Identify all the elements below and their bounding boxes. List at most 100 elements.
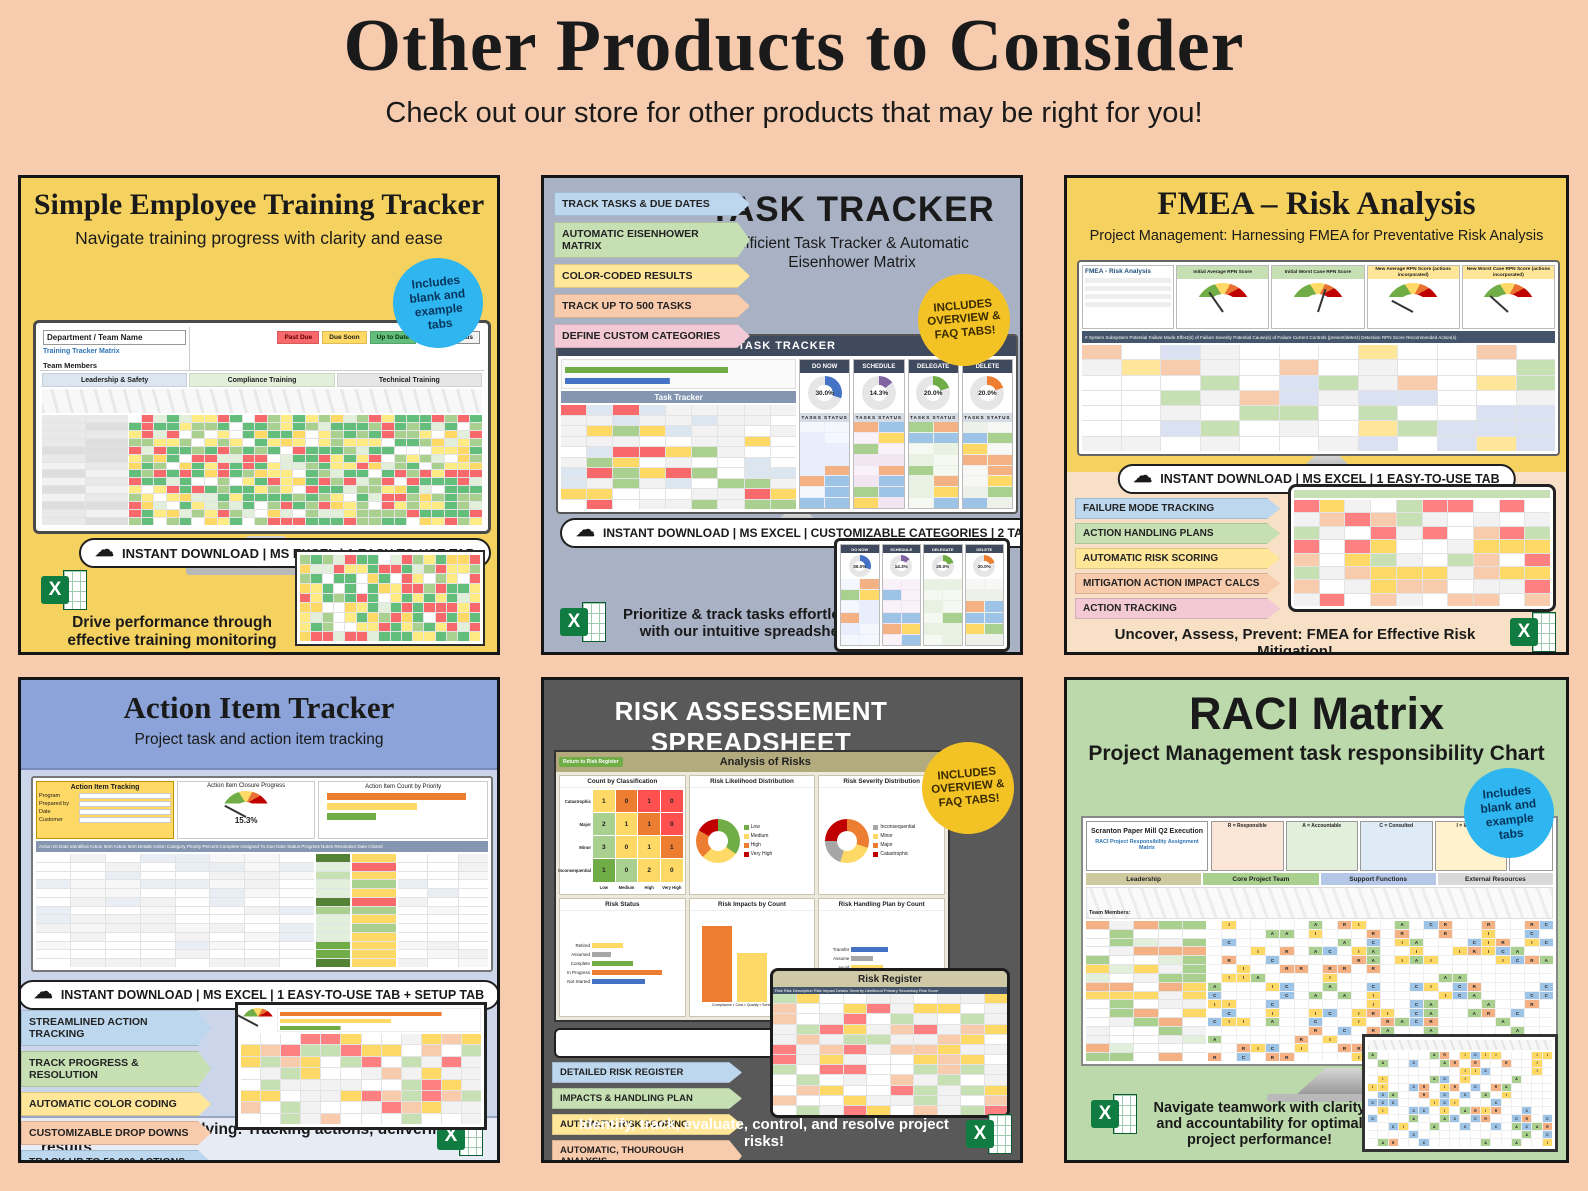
product-card-fmea[interactable]: FMEA – Risk Analysis Project Management:… (1064, 175, 1569, 655)
download-banner-text: INSTANT DOWNLOAD | MS EXCEL | 1 EASY-TO-… (1160, 472, 1500, 486)
product-tagline: Prioritize & track tasks effortlessly wi… (623, 606, 869, 640)
excel-icon (41, 570, 87, 612)
likelihood-donut (695, 818, 740, 863)
gauge-panel: New Worst Case RPN Score (actions incorp… (1461, 265, 1555, 329)
cloud-download-icon (95, 539, 115, 562)
register-column-headers: Risk Risk Description Risk Impact Detail… (773, 987, 1007, 994)
product-subtitle: Efficient Task Tracker & Automatic Eisen… (735, 235, 969, 272)
feature-ribbon: AUTOMATIC RISK SCORING (1075, 548, 1280, 569)
product-title: Action Item Tracker (123, 690, 395, 725)
matrix-column-do-now: DO NOW 30.0% TASKS STATUS (799, 359, 851, 509)
diagonal-member-names: Team Members: (1086, 887, 1553, 919)
page-subtitle: Check out our store for other products t… (385, 97, 1203, 129)
product-tagline: Uncover, Assess, Prevent: FMEA for Effec… (1114, 626, 1476, 655)
product-subtitle: Project Management task responsibility C… (1088, 742, 1545, 765)
feature-ribbon: TRACK PROGRESS & RESOLUTION (21, 1051, 211, 1087)
excel-icon (560, 602, 606, 644)
feature-ribbon: TRACK TASKS & DUE DATES (554, 192, 750, 216)
cloud-download-icon (570, 1029, 590, 1052)
download-banner: INSTANT DOWNLOAD | MS EXCEL | CUSTOMIZAB… (560, 518, 1023, 548)
team-group-headers: Leadership Core Project Team Support Fun… (1086, 873, 1553, 885)
card-header: Action Item Tracker Project task and act… (21, 680, 497, 770)
task-table-title: Task Tracker (561, 391, 797, 403)
section-compliance: Compliance Training (189, 373, 335, 387)
return-button: Return to Risk Register (559, 757, 623, 767)
feature-ribbon: ACTION TRACKING (1075, 598, 1280, 619)
panel-likelihood-distribution: Risk Likelihood Distribution Low Medium … (688, 775, 816, 895)
excel-icon (1091, 1094, 1137, 1136)
cumulative-progress-chart (561, 359, 797, 389)
product-card-risk-assessment[interactable]: RISK ASSESSEMENT SPREADSHEET INCLUDES OV… (541, 677, 1023, 1163)
notes-columns (398, 854, 488, 967)
fmea-info-box: FMEA - Risk Analysis (1082, 265, 1174, 329)
feature-ribbon: DETAILED RISK REGISTER (552, 1062, 742, 1083)
page-header: Other Products to Consider Check out our… (0, 0, 1588, 130)
excel-icon (1510, 612, 1556, 652)
feature-ribbon: AUTOMATIC, THOUROUGH ANALYSIS (552, 1140, 742, 1163)
feature-ribbon: STREAMLINED ACTION TRACKING (21, 1010, 211, 1046)
panel-risk-status: Risk Status Retired Assumed Complete In … (559, 897, 686, 1017)
thumbnail-cells (1294, 500, 1550, 606)
task-table-cells (561, 405, 797, 509)
section-leadership-safety: Leadership & Safety (42, 373, 188, 387)
cloud-download-icon (34, 981, 54, 1004)
project-box: Scranton Paper Mill Q2 Execution RACI Pr… (1086, 821, 1208, 871)
risk-register-panel: Risk Register Risk Risk Description Risk… (770, 968, 1010, 1118)
product-card-task-tracker[interactable]: TRACK TASKS & DUE DATES AUTOMATIC EISENH… (541, 175, 1023, 655)
download-banner-text: INSTANT DOWNLOAD | MS EXCEL | CUSTOMIZAB… (603, 526, 1023, 540)
feature-ribbon: TRACK UP TO 500 TASKS (554, 294, 750, 318)
raci-screenshot: Scranton Paper Mill Q2 Execution RACI Pr… (1081, 816, 1558, 1066)
cloud-download-icon (576, 519, 596, 542)
feature-ribbon: AUTOMATIC COLOR CODING (21, 1092, 211, 1116)
task-rows (1086, 921, 1206, 1061)
feature-ribbon: FAILURE MODE TRACKING (1075, 498, 1280, 519)
eisenhower-thumbnail: DO NOW 30.0% SCHEDULE 14.3% DELEGATE 20.… (834, 538, 1010, 652)
product-card-raci-matrix[interactable]: RACI Matrix Project Management task resp… (1064, 677, 1569, 1163)
monitor-base (1267, 1094, 1417, 1102)
spreadsheet-screenshot: TASK TRACKER Task Tracker DO NOW 30.0% T… (556, 334, 1018, 514)
diagonal-column-headers (42, 389, 482, 413)
schedule-donut: 14.3% (861, 376, 896, 410)
fmea-column-headers: # System Subsystem Potential Failure Mod… (1082, 331, 1555, 343)
cloud-download-icon (1133, 465, 1153, 488)
spreadsheet-screenshot: FMEA - Risk Analysis Initial Average RPN… (1077, 260, 1560, 456)
feature-ribbons: DETAILED RISK REGISTER IMPACTS & HANDLIN… (552, 1062, 742, 1163)
product-subtitle: Project task and action item tracking (134, 731, 384, 748)
feature-ribbon: MITIGATION ACTION IMPACT CALCS (1075, 573, 1280, 594)
product-tagline: Identify, track, evaluate, control, and … (579, 1116, 949, 1150)
do-now-donut: 30.0% (807, 376, 842, 410)
tracker-thumbnail (235, 1002, 487, 1130)
dept-label: Department / Team Name (43, 330, 186, 345)
delete-donut: 20.0% (970, 376, 1005, 410)
page-title: Other Products to Consider (343, 5, 1245, 87)
feature-ribbon: ACTION HANDLING PLANS (1075, 523, 1280, 544)
feature-ribbon: AUTOMATIC RISK SCORING (552, 1114, 742, 1135)
severity-donut (825, 818, 870, 863)
product-subtitle: Navigate training progress with clarity … (75, 228, 443, 248)
fmea-table-cells (1082, 345, 1555, 451)
feature-ribbons: STREAMLINED ACTION TRACKING TRACK PROGRE… (21, 1010, 211, 1163)
excel-icon (966, 1114, 1012, 1156)
product-title: Simple Employee Training Tracker (33, 188, 485, 221)
rpn-gauge (1194, 283, 1251, 311)
product-title: RACI Matrix (1188, 688, 1445, 739)
feature-ribbon: DEFINE CUSTOM CATEGORIES (554, 324, 750, 348)
product-card-action-item-tracker[interactable]: Action Item Tracker Project task and act… (18, 677, 500, 1163)
products-grid: Simple Employee Training Tracker Navigat… (18, 175, 1570, 1163)
feature-ribbon: CUSTOMIZABLE DROP DOWNS (21, 1121, 211, 1145)
gauge-panel: New Average RPN Score (actions incorpora… (1366, 265, 1460, 329)
action-column-headers: Action ID Date Identified Action Item Ac… (36, 841, 488, 852)
product-title: FMEA – Risk Analysis (1157, 186, 1476, 222)
rpn-gauge (1385, 283, 1442, 312)
matrix-column-delegate: DELEGATE 20.0% TASKS STATUS (907, 359, 959, 509)
product-subtitle: Project Management: Harnessing FMEA for … (1089, 228, 1544, 244)
product-card-training-tracker[interactable]: Simple Employee Training Tracker Navigat… (18, 175, 500, 655)
spreadsheet-screenshot: Action Item Tracking Program Prepared by… (31, 776, 493, 972)
training-status-cells (129, 415, 482, 525)
delegate-donut: 20.0% (916, 376, 951, 410)
gauge-panel: Initial Worst Case RPN Score (1271, 265, 1365, 329)
product-title: TASK TRACKER (709, 190, 995, 229)
feature-ribbon: COLOR-CODED RESULTS (554, 264, 750, 288)
